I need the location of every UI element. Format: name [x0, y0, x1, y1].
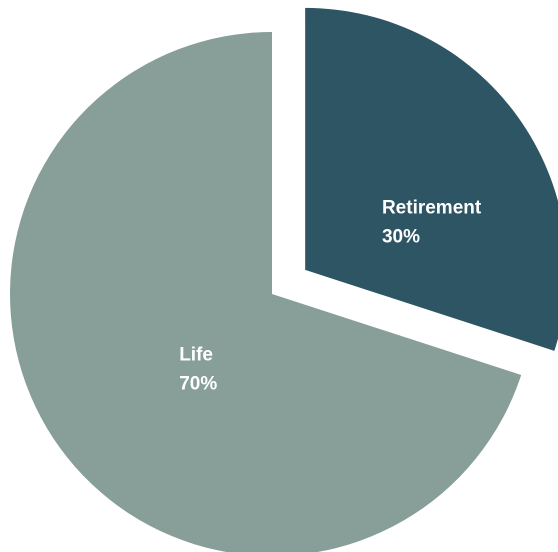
slice-label: Life: [179, 345, 213, 366]
pie-slice: [305, 7, 558, 351]
slice-value-label: 70%: [179, 374, 217, 395]
slice-value-label: 30%: [382, 226, 420, 247]
slice-label: Retirement: [382, 197, 482, 218]
pie-slice: [10, 32, 522, 552]
